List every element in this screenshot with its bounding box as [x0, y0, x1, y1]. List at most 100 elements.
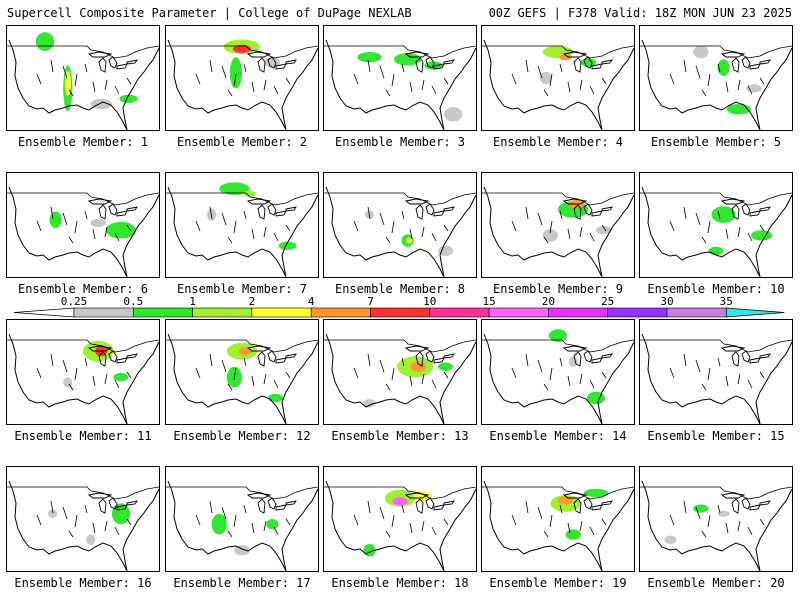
coastline — [325, 39, 445, 130]
us-map — [640, 480, 792, 571]
state-boundary — [227, 236, 233, 244]
parameter-contour — [35, 32, 55, 51]
state-boundary — [209, 206, 213, 220]
state-boundary — [50, 206, 54, 220]
state-boundary — [243, 357, 247, 367]
us-map — [324, 39, 476, 130]
state-boundary — [68, 530, 74, 538]
state-boundary — [759, 77, 765, 85]
coastline — [325, 186, 445, 277]
great-lake-outline — [731, 351, 740, 367]
state-boundary — [367, 206, 371, 220]
great-lake-outline — [108, 56, 118, 69]
great-lake-outline — [257, 57, 266, 73]
state-boundary — [707, 514, 711, 528]
us-map — [482, 186, 634, 277]
parameter-contour — [105, 221, 137, 239]
map-panel — [481, 466, 635, 572]
state-boundary — [62, 359, 68, 373]
coastline — [167, 333, 287, 424]
parameter-contour — [406, 237, 413, 244]
state-boundary — [353, 367, 359, 379]
parameter-contour — [86, 534, 96, 545]
state-boundary — [353, 220, 359, 232]
state-boundary — [285, 77, 291, 85]
state-boundary — [367, 500, 371, 514]
state-boundary — [74, 367, 78, 381]
state-boundary — [559, 63, 563, 73]
coastline — [755, 47, 792, 130]
great-lake-outline — [433, 63, 445, 70]
great-lake-outline — [108, 203, 118, 216]
great-lake-outline — [275, 504, 287, 511]
us-map — [640, 186, 792, 277]
us-map — [324, 186, 476, 277]
panel-caption: Ensemble Member: 6 — [17, 282, 149, 296]
legend-segment — [73, 307, 134, 318]
map-panel — [165, 466, 319, 572]
state-boundary — [725, 228, 729, 240]
state-boundary — [409, 228, 413, 240]
state-boundary — [759, 371, 765, 379]
great-lake-outline — [116, 63, 128, 70]
state-boundary — [559, 504, 563, 514]
state-boundary — [104, 373, 108, 385]
state-boundary — [285, 371, 291, 379]
map-title: Supercell Composite Parameter | College … — [7, 6, 412, 20]
great-lake-outline — [126, 500, 138, 506]
state-boundary — [74, 220, 78, 234]
great-lake-outline — [116, 357, 128, 364]
map-panel — [323, 466, 477, 572]
great-lake-outline — [425, 497, 435, 510]
state-boundary — [92, 375, 96, 387]
panel-caption: Ensemble Member: 8 — [334, 282, 466, 296]
state-boundary — [36, 514, 42, 526]
border-line — [324, 486, 476, 500]
coastline — [755, 194, 792, 277]
coastline — [597, 488, 634, 571]
state-boundary — [431, 379, 437, 389]
map-panel — [165, 25, 319, 131]
great-lake-outline — [275, 357, 287, 364]
state-boundary — [759, 224, 765, 232]
state-boundary — [747, 85, 753, 95]
panel-caption: Ensemble Member: 14 — [489, 429, 627, 443]
us-map — [7, 333, 159, 424]
state-boundary — [601, 518, 607, 526]
great-lake-outline — [591, 63, 603, 70]
border-line — [324, 192, 476, 206]
legend-segment — [370, 307, 431, 318]
state-boundary — [537, 212, 543, 226]
great-lake-outline — [433, 210, 445, 217]
state-boundary — [549, 73, 553, 87]
state-boundary — [567, 228, 571, 240]
panel-caption: Ensemble Member: 15 — [647, 429, 785, 443]
state-boundary — [367, 59, 371, 73]
color-scale-legend: 0.25 0.5 1 2 4 7 10 15 20 25 30 35 — [13, 295, 785, 318]
great-lake-outline — [285, 353, 297, 359]
state-boundary — [221, 359, 227, 373]
panel-caption: Ensemble Member: 16 — [14, 576, 152, 590]
legend-tick-label: 20 — [542, 295, 555, 308]
parameter-contour — [558, 496, 574, 505]
state-boundary — [579, 373, 583, 385]
parameter-contour — [278, 241, 297, 250]
great-lake-outline — [759, 500, 771, 506]
state-boundary — [543, 383, 549, 391]
great-lake-outline — [562, 198, 588, 205]
coastline — [597, 341, 634, 424]
state-boundary — [543, 89, 549, 97]
legend-segment — [725, 307, 785, 318]
parameter-contour — [267, 393, 284, 403]
state-boundary — [409, 81, 413, 93]
legend-tick-label: 25 — [601, 295, 614, 308]
state-boundary — [379, 212, 385, 226]
state-boundary — [747, 526, 753, 536]
state-boundary — [725, 522, 729, 534]
state-boundary — [601, 77, 607, 85]
great-lake-outline — [425, 203, 435, 216]
state-boundary — [391, 220, 395, 234]
state-boundary — [589, 526, 595, 536]
great-lake-outline — [126, 353, 138, 359]
state-boundary — [209, 59, 213, 73]
